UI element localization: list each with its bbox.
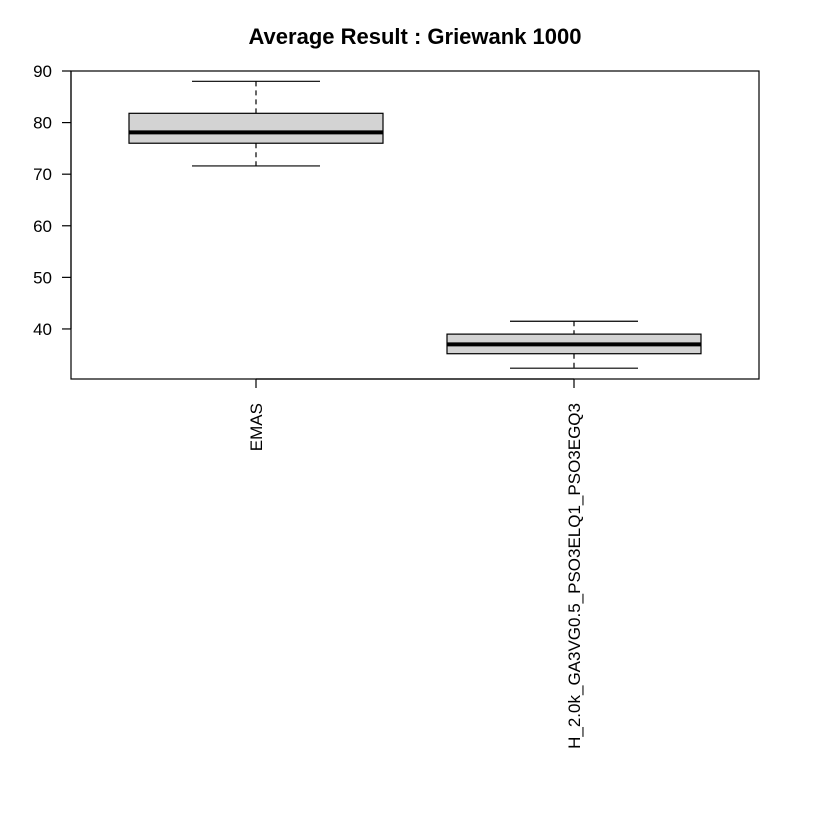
y-tick-label: 70	[33, 165, 52, 184]
box-group	[128, 80, 384, 167]
y-tick-label: 60	[33, 217, 52, 236]
y-axis: 40 50 60 70 80 90	[33, 62, 72, 339]
box-group	[446, 320, 702, 369]
y-tick-label: 80	[33, 114, 52, 133]
y-tick-label: 90	[33, 62, 52, 81]
iqr-box	[128, 112, 384, 144]
boxes-layer	[128, 80, 702, 369]
x-axis: EMAS H_2.0k_GA3VG0.5_PSO3ELQ1_PSO3EGQ3	[247, 378, 584, 749]
x-tick-label: H_2.0k_GA3VG0.5_PSO3ELQ1_PSO3EGQ3	[565, 403, 584, 749]
chart-title: Average Result : Griewank 1000	[248, 24, 581, 49]
x-tick-label: EMAS	[247, 403, 266, 451]
y-tick-label: 50	[33, 268, 52, 287]
y-tick-label: 40	[33, 320, 52, 339]
